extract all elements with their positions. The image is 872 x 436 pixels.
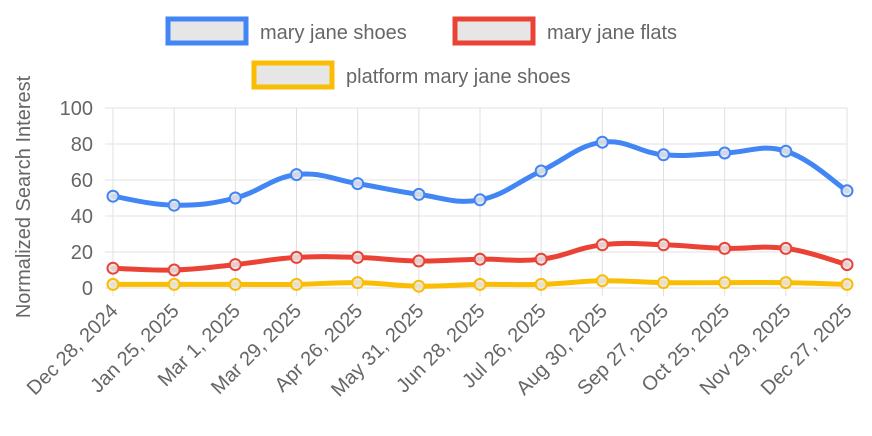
data-point-platform-mary-jane-shoes-6[interactable] [473, 277, 487, 291]
legend-swatch-mary-jane-flats [452, 16, 536, 46]
data-point-mary-jane-flats-0[interactable] [106, 261, 120, 275]
legend-label-mary-jane-shoes: mary jane shoes [260, 22, 407, 44]
legend-swatch-mary-jane-shoes [165, 16, 249, 46]
data-point-platform-mary-jane-shoes-2[interactable] [228, 277, 242, 291]
legend-item-mary-jane-shoes[interactable]: mary jane shoes [165, 16, 407, 46]
y-tick-label-80: 80 [71, 134, 93, 156]
data-point-platform-mary-jane-shoes-0[interactable] [106, 277, 120, 291]
data-point-mary-jane-flats-7[interactable] [534, 252, 548, 266]
y-tick-label-0: 0 [82, 278, 93, 300]
legend: mary jane shoes mary jane flats platform… [165, 16, 677, 90]
data-point-mary-jane-shoes-7[interactable] [534, 164, 548, 178]
data-point-platform-mary-jane-shoes-1[interactable] [167, 277, 181, 291]
data-point-mary-jane-shoes-5[interactable] [412, 187, 426, 201]
data-point-mary-jane-flats-12[interactable] [840, 258, 854, 272]
data-point-platform-mary-jane-shoes-10[interactable] [718, 276, 732, 290]
series-platform-mary-jane-shoes [106, 274, 854, 293]
data-point-mary-jane-shoes-8[interactable] [595, 135, 609, 149]
legend-swatch-platform-mary-jane-shoes [251, 60, 335, 90]
data-point-mary-jane-flats-10[interactable] [718, 241, 732, 255]
data-point-mary-jane-flats-1[interactable] [167, 263, 181, 277]
y-tick-label-40: 40 [71, 206, 93, 228]
data-point-mary-jane-shoes-9[interactable] [657, 148, 670, 162]
data-point-platform-mary-jane-shoes-7[interactable] [534, 277, 548, 291]
data-point-platform-mary-jane-shoes-11[interactable] [779, 276, 793, 290]
data-point-mary-jane-shoes-1[interactable] [167, 198, 181, 212]
data-point-mary-jane-flats-8[interactable] [595, 238, 609, 252]
data-point-mary-jane-flats-4[interactable] [351, 250, 365, 264]
data-point-platform-mary-jane-shoes-8[interactable] [595, 274, 609, 288]
y-axis-title: Normalized Search Interest [13, 75, 35, 318]
data-point-platform-mary-jane-shoes-5[interactable] [412, 279, 426, 293]
data-point-mary-jane-flats-9[interactable] [657, 238, 670, 252]
data-point-mary-jane-shoes-12[interactable] [840, 184, 854, 198]
y-axis-ticks: 0 20 40 60 80 100 [60, 98, 93, 300]
series-group [106, 135, 854, 293]
data-point-mary-jane-shoes-2[interactable] [228, 191, 242, 205]
data-point-platform-mary-jane-shoes-3[interactable] [290, 277, 303, 291]
data-point-platform-mary-jane-shoes-9[interactable] [657, 276, 670, 290]
data-point-mary-jane-shoes-4[interactable] [351, 177, 365, 191]
series-mary-jane-shoes [106, 135, 854, 212]
data-point-mary-jane-shoes-10[interactable] [718, 146, 732, 160]
data-point-mary-jane-flats-6[interactable] [473, 252, 487, 266]
legend-item-mary-jane-flats[interactable]: mary jane flats [452, 16, 677, 46]
data-point-platform-mary-jane-shoes-12[interactable] [840, 277, 854, 291]
data-point-mary-jane-shoes-6[interactable] [473, 193, 487, 207]
data-point-mary-jane-shoes-0[interactable] [106, 189, 120, 203]
data-point-mary-jane-flats-3[interactable] [290, 250, 303, 264]
data-point-mary-jane-shoes-3[interactable] [290, 168, 303, 182]
y-tick-label-20: 20 [71, 242, 93, 264]
legend-label-mary-jane-flats: mary jane flats [547, 22, 677, 44]
y-tick-label-60: 60 [71, 170, 93, 192]
legend-item-platform-mary-jane-shoes[interactable]: platform mary jane shoes [251, 60, 571, 90]
data-point-mary-jane-flats-2[interactable] [228, 258, 242, 272]
data-point-platform-mary-jane-shoes-4[interactable] [351, 276, 365, 290]
y-tick-label-100: 100 [60, 98, 93, 120]
series-mary-jane-flats [106, 238, 854, 277]
data-point-mary-jane-shoes-11[interactable] [779, 144, 793, 158]
data-point-mary-jane-flats-11[interactable] [779, 241, 793, 255]
data-point-mary-jane-flats-5[interactable] [412, 254, 426, 268]
legend-label-platform-mary-jane-shoes: platform mary jane shoes [346, 66, 571, 88]
